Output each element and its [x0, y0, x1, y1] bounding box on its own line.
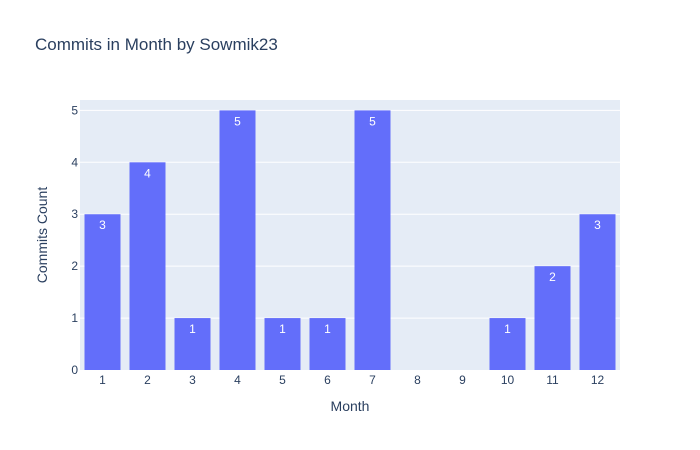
chart-title: Commits in Month by Sowmik23: [35, 35, 278, 54]
x-axis-title: Month: [331, 398, 370, 414]
x-tick-label: 5: [279, 373, 286, 387]
plot-area: [80, 100, 620, 370]
bar-value-label: 3: [594, 218, 601, 232]
y-tick-label: 2: [71, 259, 78, 273]
x-axis-ticks: 1 2 3 4 5 6 7 8 9 10 11 12: [99, 373, 604, 387]
x-tick-label: 4: [234, 373, 241, 387]
bars: [84, 110, 616, 370]
bar: [84, 214, 121, 370]
bar-value-label: 1: [279, 322, 286, 336]
bar: [354, 110, 391, 370]
x-tick-label: 10: [501, 373, 515, 387]
gridlines: [80, 109, 620, 319]
bar: [264, 318, 301, 370]
x-tick-label: 6: [324, 373, 331, 387]
y-tick-label: 0: [71, 363, 78, 377]
x-tick-label: 12: [591, 373, 605, 387]
bar-value-label: 2: [549, 270, 556, 284]
x-tick-label: 11: [546, 373, 559, 387]
bar-value-label: 1: [189, 322, 196, 336]
bar-value-label: 4: [144, 166, 151, 180]
bar-value-label: 1: [504, 322, 511, 336]
bar-labels: 3 4 1 5 1 1 5 1 2 3: [99, 114, 601, 336]
y-tick-label: 3: [71, 207, 78, 221]
x-tick-label: 2: [144, 373, 151, 387]
bar-value-label: 5: [234, 114, 241, 128]
bar: [309, 318, 346, 370]
x-tick-label: 8: [414, 373, 421, 387]
bar: [534, 266, 571, 370]
bar-value-label: 1: [324, 322, 331, 336]
bar: [489, 318, 526, 370]
bar-value-label: 3: [99, 218, 106, 232]
y-tick-label: 5: [71, 103, 78, 117]
bar: [579, 214, 616, 370]
x-tick-label: 3: [189, 373, 196, 387]
bar: [219, 110, 256, 370]
y-tick-label: 4: [71, 155, 78, 169]
y-axis-ticks: 0 1 2 3 4 5: [71, 103, 78, 377]
bar: [174, 318, 211, 370]
x-tick-label: 9: [459, 373, 466, 387]
x-tick-label: 7: [369, 373, 376, 387]
x-tick-label: 1: [99, 373, 106, 387]
bar: [129, 162, 166, 370]
bar-value-label: 5: [369, 114, 376, 128]
y-tick-label: 1: [71, 311, 78, 325]
y-axis-title: Commits Count: [34, 187, 50, 284]
